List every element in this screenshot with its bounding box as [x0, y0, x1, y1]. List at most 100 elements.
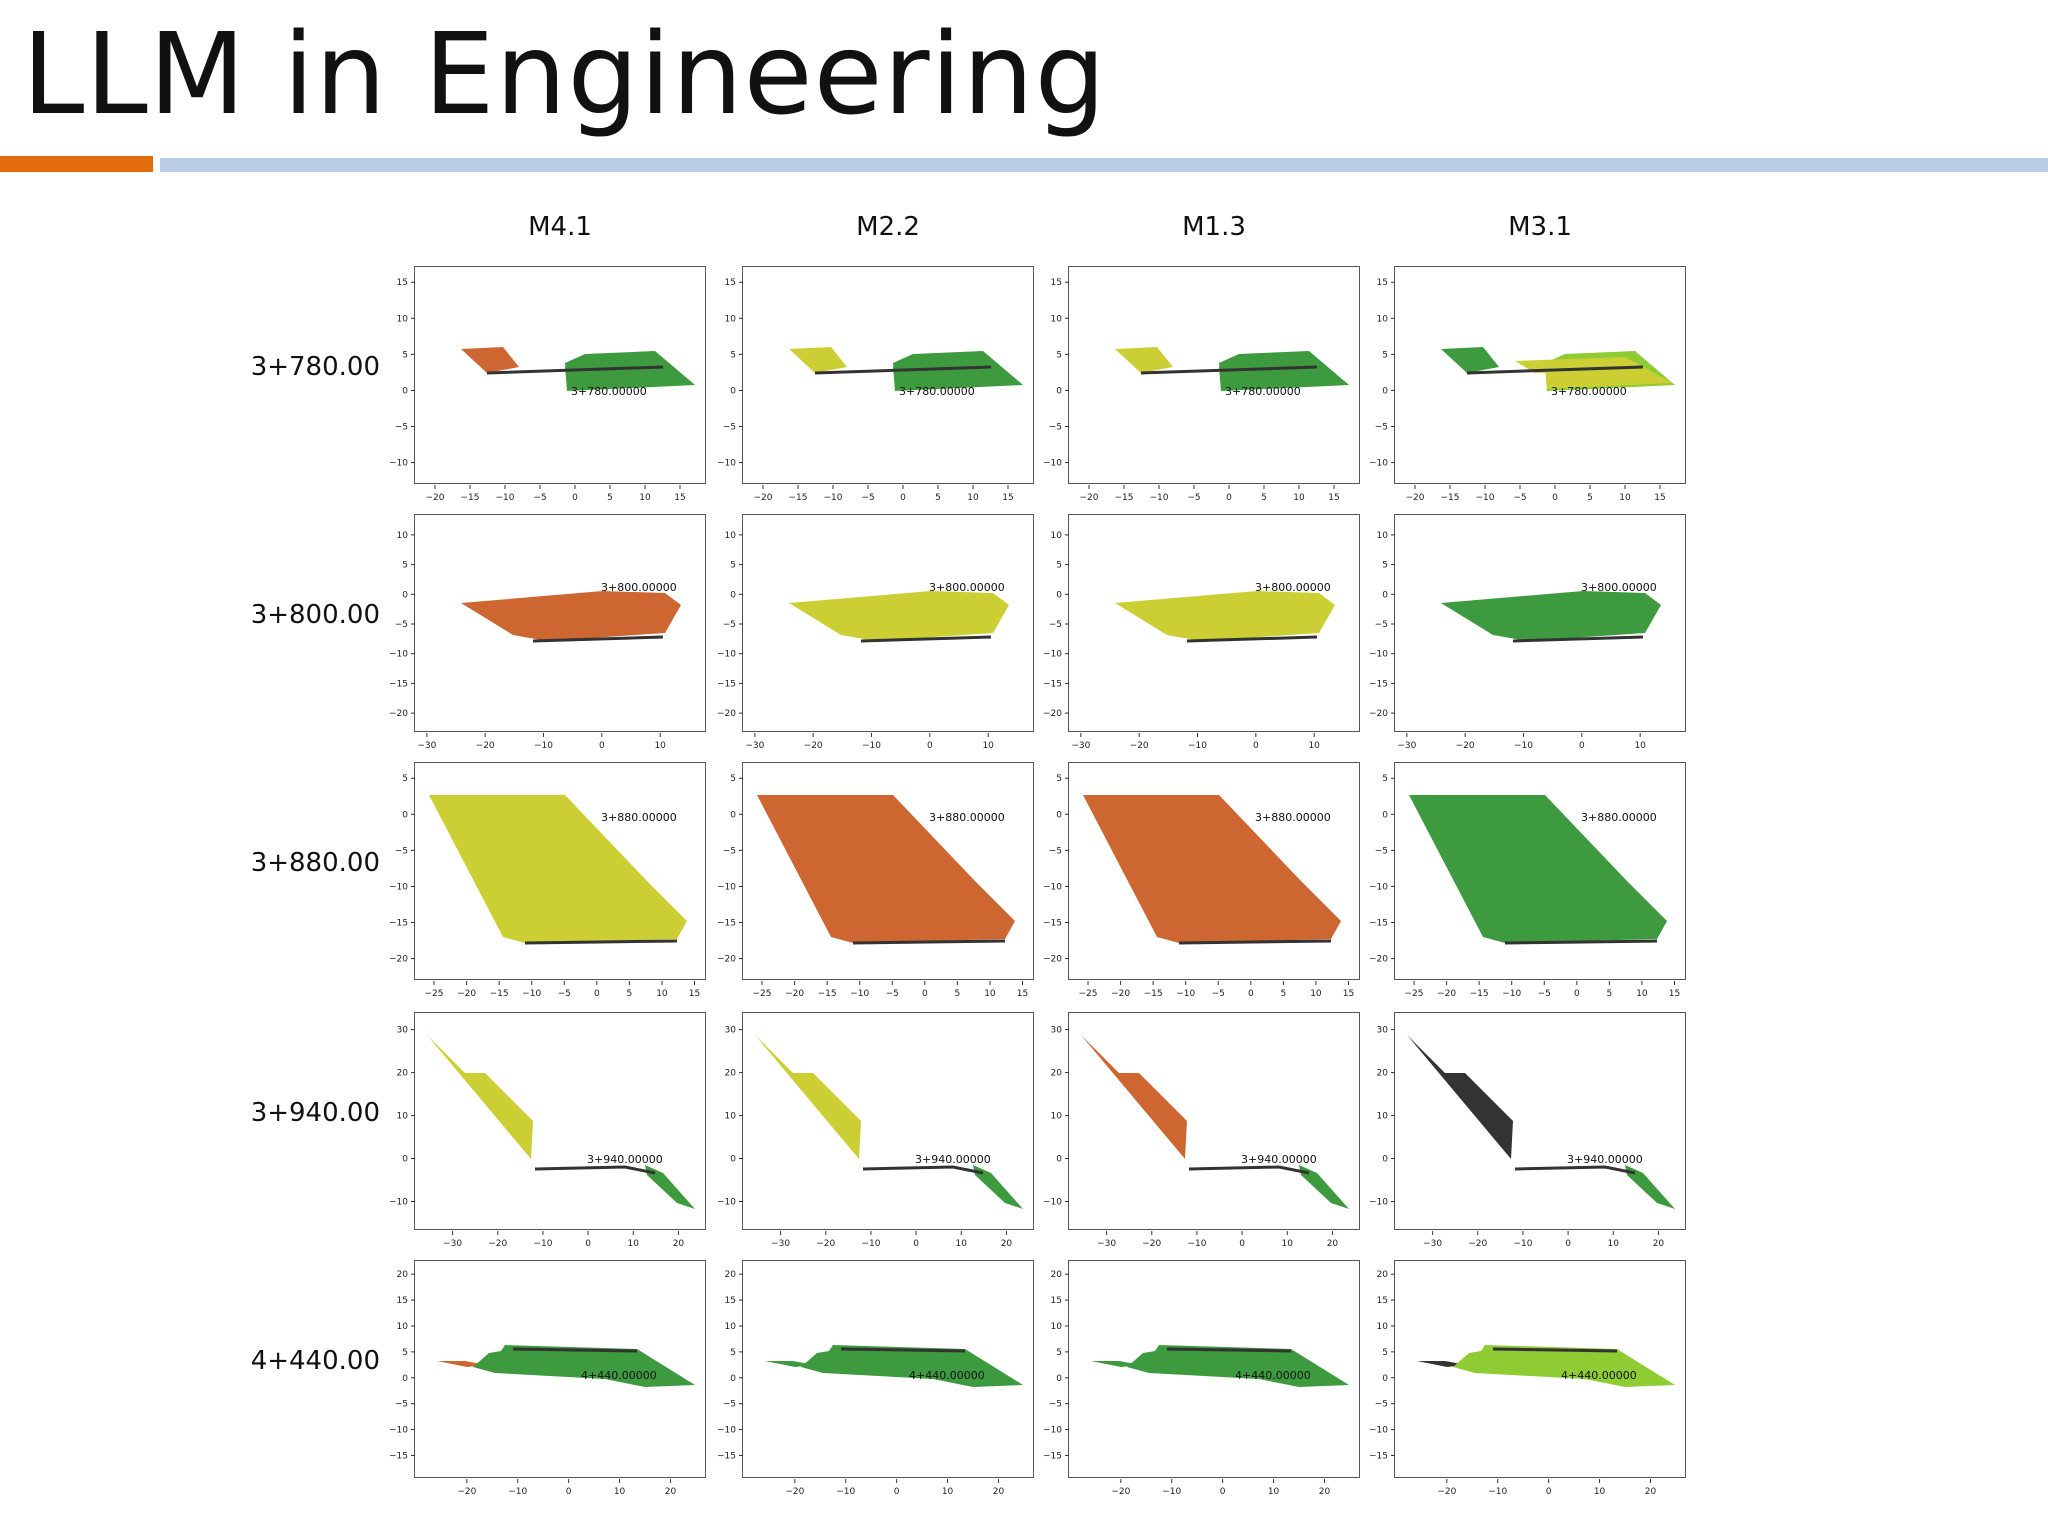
- x-tick-label: −10: [861, 1239, 880, 1249]
- y-tick-label: 15: [725, 1296, 736, 1306]
- pavement-line: [534, 1165, 656, 1175]
- x-tick-label: 0: [566, 1487, 572, 1497]
- y-tick-label: 5: [1056, 1348, 1062, 1358]
- x-tick-label: 0: [572, 493, 578, 503]
- y-tick-label: −15: [717, 919, 736, 929]
- x-tick-label: 20: [1001, 1239, 1013, 1249]
- x-tick-label: 10: [982, 741, 994, 751]
- y-tick-label: 20: [1377, 1270, 1389, 1280]
- y-tick-label: −15: [717, 679, 736, 689]
- x-tick-label: −10: [1150, 493, 1169, 503]
- y-tick-label: −20: [1043, 709, 1062, 719]
- x-tick-label: 10: [1293, 493, 1305, 503]
- x-tick-label: −15: [1144, 989, 1163, 999]
- y-tick-label: 15: [725, 278, 736, 288]
- x-tick-label: −20: [457, 1487, 476, 1497]
- plot-station-label: 3+880.00000: [1255, 811, 1331, 824]
- y-tick-label: 5: [730, 561, 736, 571]
- x-tick-label: −20: [1111, 1487, 1130, 1497]
- y-tick-label: 30: [1051, 1026, 1063, 1036]
- y-tick-label: 0: [1382, 1155, 1388, 1165]
- y-tick-label: −10: [389, 1426, 408, 1436]
- cross-section-panel: 3+880.00000 −25 −20 −15 −10 −5 0 5 10 15 5 0 −5 −10 −1…: [1043, 762, 1360, 999]
- cross-section-plot: 3+940.00000 −30 −20 −10 0 10 20 30 20 10 0 −10: [389, 1026, 695, 1249]
- y-tick-label: −15: [717, 1451, 736, 1461]
- pavement-line: [1166, 1347, 1292, 1353]
- x-tick-label: 10: [628, 1239, 640, 1249]
- y-tick-label: −5: [1375, 1400, 1388, 1410]
- x-tick-label: −20: [1468, 1239, 1487, 1249]
- y-tick-label: 0: [1056, 1374, 1062, 1384]
- y-tick-label: 0: [402, 810, 408, 820]
- cross-section-panel: 3+780.00000 −20 −15 −10 −5 0 5 10 15 15 10 5 0 −5 −10: [717, 266, 1034, 503]
- cross-section-panel: 3+880.00000 −25 −20 −15 −10 −5 0 5 10 15 5 0 −5 −10 −1…: [389, 762, 706, 999]
- pavement-line: [1512, 635, 1644, 643]
- pavement-line: [814, 365, 992, 375]
- y-tick-label: −15: [1369, 679, 1388, 689]
- y-tick-label: 20: [1377, 1069, 1389, 1079]
- x-tick-label: −30: [1071, 741, 1090, 751]
- y-tick-label: 0: [1382, 810, 1388, 820]
- x-tick-label: 0: [900, 493, 906, 503]
- x-tick-label: −10: [534, 741, 553, 751]
- y-tick-label: 10: [1051, 531, 1063, 541]
- x-tick-label: −20: [1080, 493, 1099, 503]
- y-tick-label: −15: [1043, 1451, 1062, 1461]
- y-tick-label: −5: [1049, 1400, 1062, 1410]
- y-tick-label: 10: [725, 314, 737, 324]
- region-fill-orange: [461, 347, 519, 373]
- x-tick-label: −25: [425, 989, 444, 999]
- y-tick-label: 5: [402, 350, 408, 360]
- y-tick-label: −15: [389, 1451, 408, 1461]
- y-tick-label: −10: [1043, 459, 1062, 469]
- cross-section-panel: 3+880.00000 −25 −20 −15 −10 −5 0 5 10 15 5 0 −5 −10 −1…: [1369, 762, 1686, 999]
- y-tick-label: 30: [725, 1026, 737, 1036]
- x-tick-label: −20: [426, 493, 445, 503]
- column-header-m1-3: M1.3: [1182, 212, 1246, 242]
- cross-section-plot: 3+880.00000 −25 −20 −15 −10 −5 0 5 10 15 5 0 −5 −10 −1…: [389, 774, 700, 999]
- x-tick-label: 15: [1654, 493, 1665, 503]
- pavement-line: [1514, 1165, 1636, 1175]
- x-tick-label: 0: [1253, 741, 1259, 751]
- x-tick-label: 0: [894, 1487, 900, 1497]
- pavement-line: [1504, 939, 1658, 945]
- y-tick-label: 0: [730, 1155, 736, 1165]
- y-tick-label: 20: [725, 1069, 737, 1079]
- x-tick-label: 10: [956, 1239, 968, 1249]
- x-tick-label: −10: [1162, 1487, 1181, 1497]
- region-fill-orange: [1081, 1035, 1187, 1159]
- y-tick-label: 5: [1056, 774, 1062, 784]
- y-tick-label: 5: [1382, 561, 1388, 571]
- x-tick-label: −20: [1406, 493, 1425, 503]
- x-tick-label: −25: [753, 989, 772, 999]
- x-tick-label: −10: [836, 1487, 855, 1497]
- cross-section-plot: 3+800.00000 −30 −20 −10 0 10 10 5 0 −5 −10 −15 −20: [1369, 531, 1661, 751]
- y-tick-label: 10: [1377, 531, 1389, 541]
- cross-section-plot: 3+780.00000 −20 −15 −10 −5 0 5 10 15 15 10 5 0 −5 −10: [1369, 278, 1675, 503]
- x-tick-label: 20: [1327, 1239, 1339, 1249]
- y-tick-label: −15: [1043, 679, 1062, 689]
- region-fill-green: [473, 1345, 695, 1387]
- x-tick-label: 5: [955, 989, 961, 999]
- y-tick-label: 5: [1056, 350, 1062, 360]
- y-tick-label: 5: [1382, 350, 1388, 360]
- region-fill-yellow: [1115, 347, 1173, 373]
- y-tick-label: 10: [1377, 314, 1389, 324]
- y-tick-label: 15: [397, 278, 408, 288]
- region-fill-green: [1625, 1165, 1675, 1209]
- y-tick-label: 20: [397, 1270, 409, 1280]
- y-tick-label: −5: [395, 846, 408, 856]
- region-fill-black: [1417, 1361, 1467, 1367]
- y-tick-label: −20: [389, 955, 408, 965]
- cross-section-panel: 3+940.00000 −30 −20 −10 0 10 20 30 20 10 0 −10: [389, 1012, 706, 1249]
- y-tick-label: 20: [1051, 1069, 1063, 1079]
- x-tick-label: −10: [1502, 989, 1521, 999]
- x-tick-label: −10: [862, 741, 881, 751]
- x-tick-label: 10: [1619, 493, 1631, 503]
- y-tick-label: −5: [723, 423, 736, 433]
- plot-station-label: 3+800.00000: [1581, 581, 1657, 594]
- plot-station-label: 3+780.00000: [571, 385, 647, 398]
- cross-section-panel: 4+440.00000 −20 −10 0 10 20 20 15 10 5 0 −5 −10 −15: [1043, 1260, 1360, 1497]
- x-tick-label: −30: [771, 1239, 790, 1249]
- y-tick-label: 10: [397, 314, 409, 324]
